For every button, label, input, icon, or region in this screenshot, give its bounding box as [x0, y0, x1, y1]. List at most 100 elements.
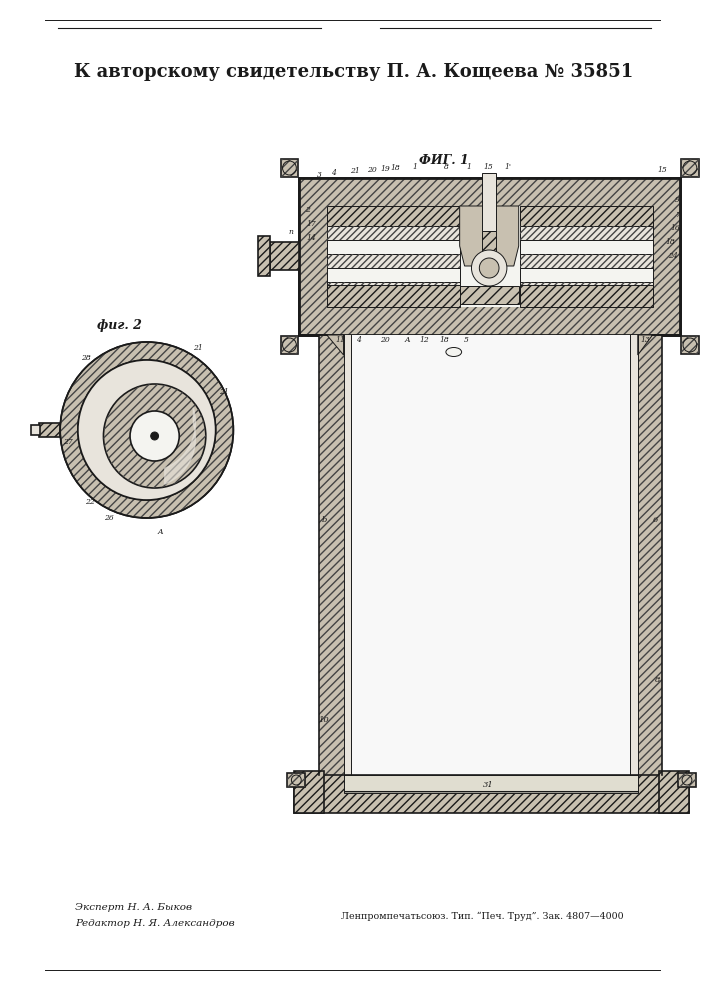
Bar	[294, 775, 689, 813]
Bar	[319, 335, 344, 775]
Text: 18: 18	[439, 336, 449, 344]
Text: 16: 16	[670, 224, 680, 232]
Bar	[681, 336, 699, 354]
Bar	[351, 335, 630, 775]
Bar	[327, 282, 460, 296]
Bar	[327, 206, 460, 226]
Text: Редактор Н. Я. Александров: Редактор Н. Я. Александров	[75, 920, 235, 928]
Bar	[281, 159, 298, 177]
Text: 8: 8	[443, 163, 448, 171]
Bar	[281, 159, 298, 177]
Bar	[327, 285, 460, 307]
Bar	[482, 231, 496, 266]
Text: 17: 17	[306, 220, 316, 228]
Bar	[460, 286, 519, 304]
Bar	[520, 268, 653, 282]
Bar	[270, 242, 299, 270]
Text: 13: 13	[641, 336, 650, 344]
Text: 6: 6	[653, 516, 658, 524]
Bar	[520, 282, 653, 296]
Bar	[294, 771, 324, 813]
Text: A: A	[405, 336, 410, 344]
Text: 9: 9	[674, 196, 679, 204]
Polygon shape	[299, 335, 344, 355]
Circle shape	[130, 411, 180, 461]
Polygon shape	[460, 206, 519, 266]
Bar	[327, 268, 460, 282]
Circle shape	[78, 360, 216, 500]
Text: 15: 15	[484, 163, 493, 171]
Text: 1': 1'	[504, 163, 511, 171]
Text: 21: 21	[218, 388, 228, 396]
Bar	[327, 226, 460, 240]
Text: фиг. 2: фиг. 2	[97, 320, 141, 332]
Bar	[30, 425, 40, 435]
Bar	[344, 335, 351, 775]
Text: 21: 21	[193, 344, 203, 352]
Bar	[38, 423, 60, 437]
Bar	[520, 226, 653, 240]
Text: 12: 12	[419, 336, 429, 344]
Bar	[327, 254, 460, 268]
Circle shape	[472, 250, 507, 286]
Text: b: b	[321, 516, 327, 524]
Text: 3: 3	[317, 171, 322, 179]
Circle shape	[103, 384, 206, 488]
Text: 1: 1	[413, 163, 418, 171]
Text: 7: 7	[674, 211, 679, 219]
Bar	[299, 307, 680, 335]
Bar	[299, 178, 680, 335]
Bar	[258, 236, 270, 276]
Bar	[630, 335, 638, 775]
Bar	[327, 282, 460, 296]
Bar	[520, 206, 653, 226]
Bar	[288, 773, 305, 787]
Text: 4: 4	[356, 336, 361, 344]
Bar	[327, 240, 460, 254]
Text: 21: 21	[351, 167, 361, 175]
Text: 8: 8	[655, 676, 660, 684]
Bar	[681, 159, 699, 177]
Text: 15: 15	[658, 166, 667, 174]
Text: Ленпромпечатьсоюз. Тип. “Печ. Труд”. Зак. 4807—4000: Ленпромпечатьсоюз. Тип. “Печ. Труд”. Зак…	[341, 911, 624, 921]
Bar	[520, 282, 653, 296]
Text: ФИГ. 1: ФИГ. 1	[419, 153, 469, 166]
Text: 4: 4	[332, 169, 336, 177]
Text: 31: 31	[483, 781, 493, 789]
Bar	[327, 206, 653, 307]
Text: 11: 11	[336, 336, 346, 344]
Bar	[681, 159, 699, 177]
Bar	[299, 178, 680, 335]
Bar	[299, 178, 327, 335]
Text: 18: 18	[391, 164, 401, 172]
Text: Эксперт Н. А. Быков: Эксперт Н. А. Быков	[75, 904, 192, 912]
Circle shape	[78, 360, 216, 500]
Text: 19: 19	[380, 165, 390, 173]
Bar	[678, 773, 696, 787]
Bar	[344, 775, 638, 793]
Bar	[520, 254, 653, 268]
Text: 14: 14	[306, 234, 316, 242]
Bar	[638, 335, 662, 775]
Text: A: A	[158, 528, 163, 536]
Bar	[520, 226, 653, 240]
Circle shape	[103, 384, 206, 488]
Bar	[281, 336, 298, 354]
Text: 5: 5	[464, 336, 469, 344]
Bar	[520, 240, 653, 254]
Bar	[653, 178, 680, 335]
Text: К авторскому свидетельству П. А. Кощеева № 35851: К авторскому свидетельству П. А. Кощеева…	[74, 63, 633, 81]
Bar	[520, 285, 653, 307]
Text: 1: 1	[466, 163, 471, 171]
Text: 20: 20	[367, 166, 377, 174]
Text: 22: 22	[85, 498, 95, 506]
Text: 20: 20	[380, 336, 390, 344]
Bar	[482, 173, 496, 231]
Bar	[660, 771, 689, 813]
Text: 27: 27	[63, 438, 73, 446]
Text: n: n	[288, 228, 293, 236]
Bar	[327, 254, 460, 268]
Text: 24: 24	[668, 252, 678, 260]
Bar	[299, 178, 680, 206]
Bar	[681, 336, 699, 354]
